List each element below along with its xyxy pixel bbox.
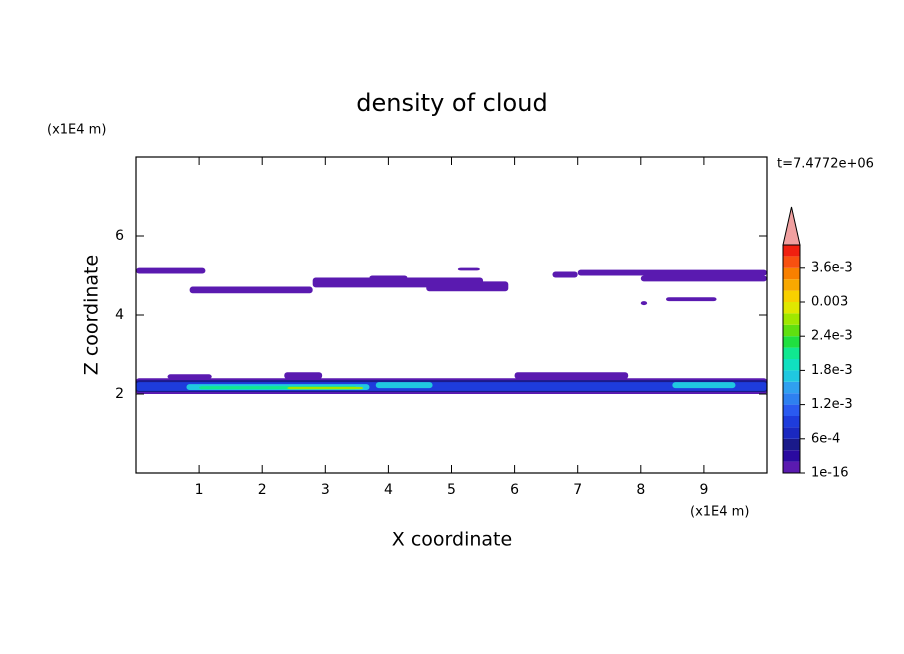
x-tick-label: 9: [699, 482, 708, 498]
colorbar-band: [783, 461, 800, 473]
x-tick-label: 2: [258, 482, 267, 498]
contour-region: [284, 372, 323, 379]
contour-region: [426, 281, 509, 292]
contour-region: [189, 286, 313, 294]
colorbar-extend: [782, 206, 801, 246]
contour-region: [136, 267, 206, 274]
colorbar-band: [783, 393, 800, 405]
colorbar-band: [783, 370, 800, 382]
colorbar-band: [783, 245, 800, 257]
contour-region: [287, 386, 364, 390]
colorbar-tick-label: 2.4e-3: [811, 329, 853, 344]
x-tick-label: 5: [447, 482, 456, 498]
contour-region: [666, 297, 717, 302]
y-tick-label: 4: [115, 307, 124, 323]
colorbar-band: [783, 302, 800, 314]
x-tick-label: 4: [384, 482, 393, 498]
x-tick-label: 3: [321, 482, 330, 498]
x-tick-label: 7: [573, 482, 582, 498]
contour-region: [672, 382, 736, 389]
colorbar-band: [783, 359, 800, 371]
colorbar-band: [783, 324, 800, 337]
colorbar-band: [783, 416, 800, 428]
y-unit: (x1E4 m): [47, 123, 106, 138]
plot-frame: [135, 156, 768, 474]
colorbar-band: [783, 427, 800, 439]
colorbar-band: [783, 450, 800, 462]
x-tick-label: 1: [195, 482, 204, 498]
x-unit: (x1E4 m): [690, 505, 749, 520]
x-axis-label: X coordinate: [392, 529, 512, 551]
chart-title: density of cloud: [356, 89, 547, 117]
colorbar-band: [783, 336, 800, 348]
colorbar-tick-label: 1.2e-3: [811, 397, 853, 412]
y-tick-label: 2: [115, 386, 124, 402]
contour-region: [552, 271, 578, 278]
x-tick-label: 6: [510, 482, 519, 498]
contour-region: [167, 374, 212, 379]
colorbar-band: [783, 256, 800, 268]
colorbar-band: [783, 290, 800, 302]
colorbar-tick-label: 6e-4: [811, 431, 840, 446]
contour-region: [640, 275, 767, 282]
colorbar-band: [783, 279, 800, 291]
contour-region: [375, 382, 433, 389]
colorbar-band: [783, 267, 800, 280]
contour-region: [640, 301, 648, 306]
contour-region: [457, 267, 480, 271]
colorbar-tick-label: 1.8e-3: [811, 363, 853, 378]
colorbar-band: [783, 438, 800, 451]
colorbar-band: [783, 313, 800, 325]
y-tick-label: 6: [115, 228, 124, 244]
y-axis-label: Z coordinate: [81, 255, 103, 375]
time-label: t=7.4772e+06: [777, 157, 874, 172]
colorbar-band: [783, 404, 800, 416]
colorbar-tick-label: 1e-16: [811, 466, 849, 481]
colorbar-tick-label: 0.003: [811, 295, 848, 310]
contour-region: [369, 275, 408, 280]
contour-region: [577, 269, 767, 276]
x-tick-label: 8: [636, 482, 645, 498]
colorbar-tick-label: 3.6e-3: [811, 260, 853, 275]
colorbar-band: [783, 381, 800, 394]
colorbar-band: [783, 347, 800, 359]
contour-region: [514, 372, 629, 379]
